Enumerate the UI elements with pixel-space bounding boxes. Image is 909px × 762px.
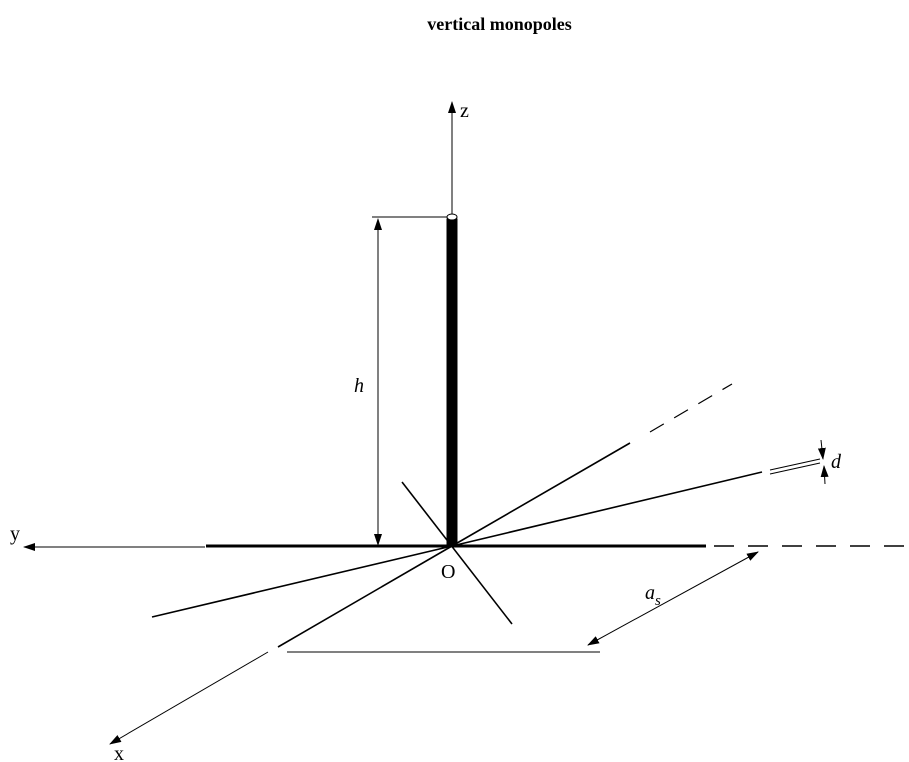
radial-wire-diagonal-upper <box>451 442 631 547</box>
radial-wire-diagonal-lower <box>277 545 453 648</box>
diameter-tick-upper <box>817 439 826 460</box>
radial-wire-shallow-right <box>451 471 763 547</box>
diameter-label: d <box>831 451 842 473</box>
monopole-mast <box>446 218 458 547</box>
diagram-title: vertical monopoles <box>427 14 572 34</box>
spacing-label-base: a <box>645 582 655 604</box>
x-axis-line <box>109 651 269 745</box>
z-axis-label: z <box>460 100 469 122</box>
radial-wire-shallow-left <box>151 545 453 618</box>
wire-diameter-edge-top <box>769 458 821 471</box>
height-label: h <box>354 375 364 397</box>
spacing-dimension-line <box>587 551 759 646</box>
x-axis-label: x <box>114 743 124 762</box>
spacing-label-subscript: s <box>655 593 661 609</box>
diameter-tick-lower <box>820 465 829 485</box>
y-axis-label: y <box>10 523 20 545</box>
spacing-label: as <box>645 582 661 609</box>
radial-wire-diagonal-upper-dashed <box>649 383 733 433</box>
radial-wire-steep <box>401 481 513 625</box>
origin-label: O <box>441 561 455 583</box>
wire-diameter-edge-bottom <box>769 462 821 475</box>
monopole-top-cap <box>446 213 458 221</box>
